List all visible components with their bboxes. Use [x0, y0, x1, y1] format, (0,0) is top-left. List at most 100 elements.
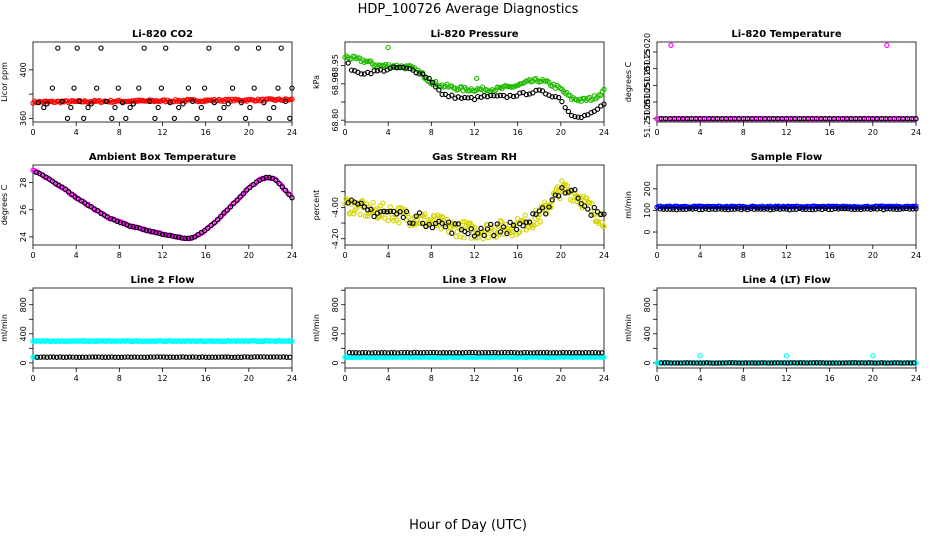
data-point: [513, 226, 520, 233]
data-point: [390, 218, 397, 224]
data-point: [371, 213, 377, 220]
x-tick-label: 16: [825, 374, 835, 383]
data-point: [125, 354, 131, 360]
data-point: [190, 98, 196, 105]
data-point: [99, 354, 105, 360]
data-point: [462, 94, 468, 101]
data-point: [429, 224, 436, 231]
data-point: [159, 231, 166, 238]
plot-frame: [32, 41, 293, 123]
data-point: [523, 219, 529, 225]
data-point: [158, 85, 165, 91]
data-point: [359, 350, 365, 356]
x-tick-label: 4: [386, 251, 391, 260]
data-point: [591, 212, 597, 218]
data-point: [507, 219, 513, 225]
data-series: [30, 338, 295, 345]
x-tick-label: 24: [599, 374, 609, 383]
data-point: [522, 212, 528, 218]
data-point: [251, 354, 257, 360]
data-point: [368, 70, 374, 77]
data-point: [382, 350, 388, 356]
x-tick-label: 4: [698, 128, 703, 137]
data-point: [417, 220, 424, 227]
data-point: [768, 360, 775, 366]
data-point: [155, 104, 161, 111]
data-point: [406, 214, 412, 220]
data-point: [537, 219, 543, 225]
data-point: [260, 175, 266, 182]
data-point: [581, 203, 588, 209]
data-point: [536, 87, 542, 93]
y-tick-label: 800: [643, 297, 652, 312]
data-point: [247, 184, 253, 191]
data-point: [585, 206, 591, 212]
data-point: [449, 92, 455, 98]
data-point: [88, 101, 94, 107]
data-point: [44, 101, 50, 107]
y-tick-label: 24: [19, 232, 28, 242]
x-tick-label: 24: [911, 251, 921, 260]
chart-panel: Line 3 Flow 0 4 8 12 16 20 24 0 400 800 ml/min: [312, 275, 609, 383]
data-point: [404, 349, 411, 356]
data-point: [109, 354, 115, 360]
x-tick-label: 4: [698, 374, 703, 383]
x-tick-label: 24: [911, 374, 921, 383]
data-point: [275, 85, 281, 91]
data-point: [791, 360, 797, 366]
data-point: [64, 115, 71, 122]
x-tick-label: 0: [342, 374, 347, 383]
data-point: [445, 219, 452, 225]
data-point: [421, 214, 427, 220]
x-tick-label: 20: [556, 128, 566, 137]
data-point: [888, 360, 894, 366]
data-point: [482, 349, 488, 356]
data-point: [209, 354, 215, 360]
data-point: [250, 182, 256, 188]
x-tick-label: 4: [698, 251, 703, 260]
data-point: [365, 69, 371, 76]
data-point: [444, 216, 451, 223]
data-point: [68, 104, 74, 111]
data-point: [49, 178, 56, 184]
x-tick-label: 16: [201, 374, 211, 383]
data-point: [263, 174, 269, 181]
data-point: [485, 350, 492, 356]
data-point: [369, 350, 375, 356]
data-point: [601, 223, 607, 229]
data-point: [861, 206, 867, 212]
data-point: [484, 226, 491, 232]
data-series: [35, 45, 295, 122]
data-point: [89, 354, 96, 360]
data-point: [266, 115, 272, 122]
data-point: [762, 360, 768, 366]
x-tick-label: 0: [654, 251, 659, 260]
data-point: [538, 204, 545, 210]
data-point: [557, 350, 563, 356]
data-point: [442, 224, 449, 230]
data-point: [751, 206, 757, 212]
data-point: [689, 206, 696, 212]
data-point: [54, 354, 60, 360]
data-point: [536, 211, 542, 218]
data-point: [408, 350, 414, 356]
data-point: [169, 233, 175, 239]
data-point: [800, 206, 806, 212]
data-point: [543, 211, 549, 217]
data-point: [362, 213, 369, 219]
data-point: [34, 354, 40, 360]
data-point: [565, 108, 572, 115]
x-tick-label: 0: [654, 374, 659, 383]
data-point: [687, 360, 694, 366]
y-axis-label: ml/min: [312, 314, 321, 342]
x-tick-label: 20: [868, 251, 878, 260]
data-point: [771, 360, 778, 366]
data-point: [568, 112, 575, 119]
x-tick-label: 4: [74, 128, 79, 137]
data-point: [355, 201, 361, 207]
data-point: [372, 349, 378, 356]
data-point: [478, 225, 484, 232]
data-point: [846, 360, 852, 366]
data-point: [452, 221, 458, 227]
data-point: [716, 360, 723, 366]
